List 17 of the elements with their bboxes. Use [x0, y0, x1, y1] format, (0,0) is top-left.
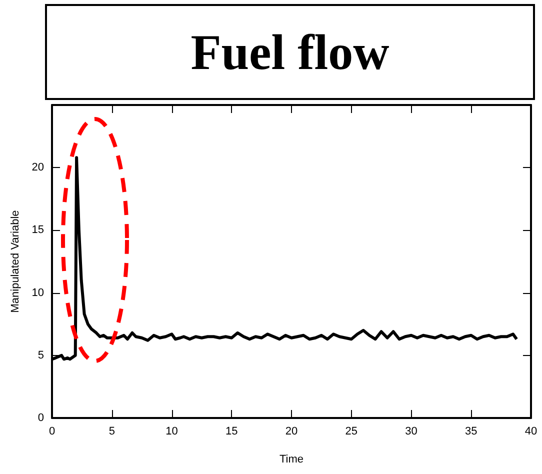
y-tick-label: 20 [32, 162, 44, 174]
x-tick-label: 0 [48, 426, 56, 438]
y-tick-label: 5 [38, 349, 44, 362]
y-tick-label: 15 [32, 224, 44, 236]
x-axis-title: Time [279, 454, 304, 466]
y-tick-label: 10 [32, 286, 44, 299]
x-tick-label: 15 [226, 426, 238, 438]
y-axis-title: Manipulated Variable [9, 210, 22, 313]
x-tick-label: 40 [524, 426, 538, 438]
y-tick-label: 0 [38, 412, 44, 424]
chart-title: Fuel flow [45, 4, 535, 100]
x-tick-label: 35 [465, 426, 478, 438]
x-tick-label: 20 [285, 426, 298, 438]
x-tick-label: 10 [166, 426, 178, 438]
x-tick-label: 25 [345, 426, 358, 438]
x-tick-label: 30 [405, 426, 418, 438]
x-tick-label: 5 [108, 426, 115, 438]
